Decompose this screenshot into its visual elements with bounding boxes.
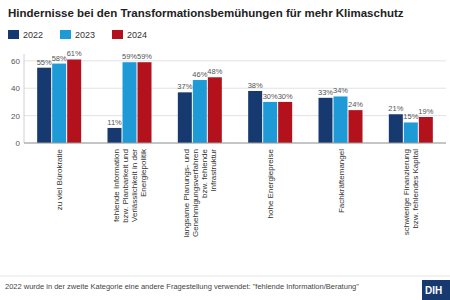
bar: [334, 96, 348, 143]
y-axis-line: [24, 54, 25, 143]
legend-swatch: [112, 30, 123, 39]
data-label: 38%: [248, 81, 263, 90]
bar: [248, 91, 262, 143]
data-label: 30%: [263, 92, 278, 101]
legend-label: 2023: [75, 30, 95, 40]
legend-label: 2024: [127, 30, 147, 40]
x-tick-label-line: Energiepolitik: [139, 148, 148, 197]
legend-swatch: [8, 30, 19, 39]
data-label: 59%: [122, 52, 137, 61]
x-axis-line: [24, 143, 446, 144]
x-tick-label-line: Fachkräftemangel: [337, 149, 346, 213]
grid-line: [24, 143, 446, 144]
data-label: 61%: [67, 49, 82, 58]
legend-item: 2024: [112, 30, 147, 40]
bar: [349, 110, 363, 143]
y-tick-label: 20: [11, 112, 20, 121]
bar: [193, 80, 207, 143]
data-label: 21%: [388, 104, 403, 113]
data-label: 55%: [37, 58, 52, 67]
title: Hindernisse bei den Transformationsbemüh…: [8, 7, 404, 19]
data-label: 34%: [333, 86, 348, 95]
data-label: 24%: [348, 100, 363, 109]
bar: [404, 122, 418, 143]
data-labels: 55% 11% 37% 38% 33% 21% 58% 59% 46% 30% 34% 15% 61% 5…: [37, 49, 434, 126]
y-tick-label: 40: [11, 84, 20, 93]
bar: [389, 114, 403, 143]
x-tick-label-line: zu viel Bürokratie: [55, 148, 64, 210]
x-tick-label-line: Infrastruktur: [209, 149, 218, 192]
data-label: 30%: [278, 92, 293, 101]
bar: [263, 102, 277, 143]
y-tick-label: 60: [11, 57, 20, 66]
data-label: 15%: [403, 112, 418, 121]
bars: [37, 59, 433, 143]
logo-box: [422, 280, 450, 300]
bar: [178, 92, 192, 143]
bar: [319, 98, 333, 143]
bar: [208, 77, 222, 143]
legend-item: 2023: [60, 30, 95, 40]
x-tick-label-line: bzw. fehlendes Kapital: [411, 149, 420, 229]
bar: [123, 62, 137, 143]
legend-item: 2022: [8, 30, 43, 40]
separator: [0, 276, 450, 277]
bar: [108, 128, 122, 143]
x-tick-label: schwierige Finanzierungbzw. fehlendes Ka…: [402, 149, 420, 235]
data-label: 11%: [107, 118, 122, 127]
x-tick-label-line: Verlässlichkeit in der: [130, 149, 139, 222]
chart-svg: Hindernisse bei den Transformationsbemüh…: [0, 0, 450, 300]
bar: [52, 64, 66, 143]
legend-label: 2022: [23, 30, 43, 40]
bar: [37, 68, 51, 143]
data-label: 37%: [177, 82, 192, 91]
x-tick-label: Fachkräftemangel: [337, 149, 346, 213]
x-tick-label: langsame Planungs- undGenehmigungsverfah…: [182, 148, 218, 237]
bar: [67, 59, 81, 143]
data-label: 46%: [192, 70, 207, 79]
data-label: 48%: [207, 67, 222, 76]
logo: DIH: [425, 285, 442, 296]
x-tick-label-line: fehlende Information: [112, 149, 121, 222]
x-tick-label-line: bzw. fehlende: [200, 148, 209, 197]
data-label: 19%: [418, 107, 433, 116]
x-tick-label: fehlende Informationbzw. Planbarkeit und…: [112, 148, 148, 223]
x-tick-label-line: langsame Planungs- und: [182, 149, 191, 238]
bar: [278, 102, 292, 143]
legend-swatch: [60, 30, 71, 39]
x-tick-label-line: schwierige Finanzierung: [402, 149, 411, 235]
x-tick-label-line: hohe Energiepreise: [266, 148, 275, 218]
bar: [419, 117, 433, 143]
data-label: 59%: [137, 52, 152, 61]
data-label: 58%: [52, 54, 67, 63]
data-label: 33%: [318, 88, 333, 97]
x-tick-label: hohe Energiepreise: [266, 148, 275, 218]
grid-line: [24, 115, 446, 116]
bar: [138, 62, 152, 143]
y-tick-label: 0: [16, 139, 21, 148]
grid-line: [24, 60, 446, 61]
chart-container: Hindernisse bei den Transformationsbemüh…: [0, 0, 450, 300]
x-tick-label: zu viel Bürokratie: [55, 148, 64, 210]
footnote: 2022 wurde in der zweite Kategorie eine …: [5, 282, 359, 291]
grid-line: [24, 88, 446, 89]
x-tick-label-line: Genehmigungsverfahren: [191, 149, 200, 237]
x-tick-label-line: bzw. Planbarkeit und: [121, 149, 130, 223]
